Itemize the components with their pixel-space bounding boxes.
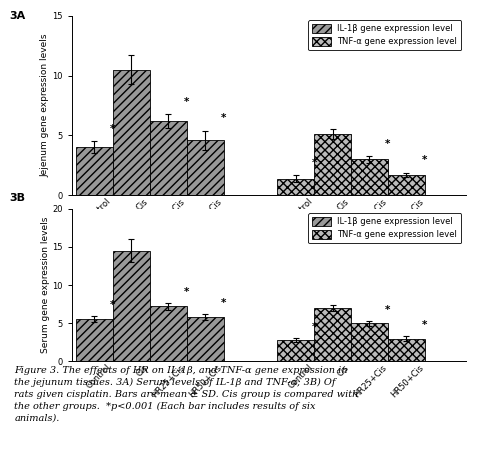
Y-axis label: Serum gene expression levels: Serum gene expression levels [41,217,50,353]
Bar [150,121,187,195]
Text: 3A: 3A [10,11,26,21]
Text: *: * [184,97,189,107]
Bar [388,175,425,195]
Bar [314,134,351,195]
Y-axis label: Jejenum gene expression levels: Jejenum gene expression levels [41,34,50,177]
Legend: IL-1β gene expression level, TNF-α gene expression level: IL-1β gene expression level, TNF-α gene … [308,20,461,50]
Text: *: * [221,114,226,123]
Bar [187,317,224,361]
Bar [76,147,113,195]
Text: *: * [385,305,391,315]
Bar [388,339,425,361]
Text: *: * [422,155,428,165]
Bar [277,340,314,361]
Bar [113,70,150,195]
Bar [187,140,224,195]
Bar [351,323,388,361]
Bar [277,179,314,195]
Text: Figure 3. The effects of HR on IL-1β, and TNF-α gene expression in
the jejunum t: Figure 3. The effects of HR on IL-1β, an… [14,366,359,423]
Text: *: * [110,299,115,309]
Bar [314,308,351,361]
Text: *: * [422,320,428,330]
Bar [113,251,150,361]
Text: *: * [312,321,317,332]
Bar [76,319,113,361]
Bar [150,307,187,361]
Legend: IL-1β gene expression level, TNF-α gene expression level: IL-1β gene expression level, TNF-α gene … [308,213,461,243]
Text: 3B: 3B [10,193,25,203]
Bar [351,159,388,195]
Text: *: * [110,124,115,134]
Text: *: * [184,286,189,297]
Text: *: * [221,298,226,308]
Text: *: * [385,139,391,149]
Text: *: * [312,158,317,168]
